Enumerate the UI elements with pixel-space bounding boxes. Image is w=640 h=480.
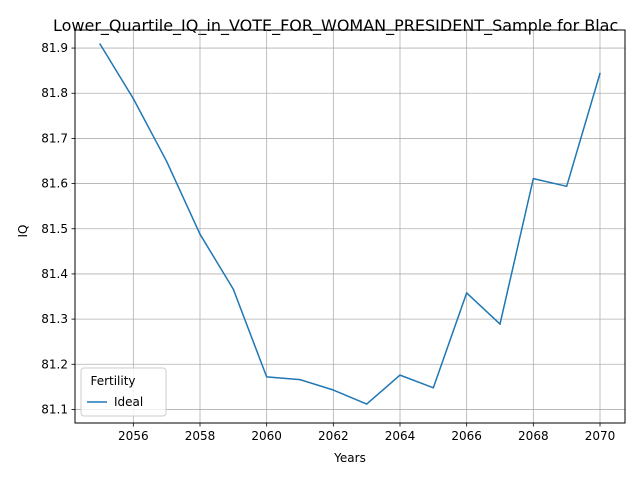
data-point [165,160,168,163]
data-point [265,376,268,378]
x-tick-label: 2056 [118,429,149,443]
data-point [599,72,601,75]
y-tick-label: 81.9 [41,41,68,55]
data-point [432,387,435,389]
legend: Fertility Ideal [80,367,167,417]
x-tick-label: 2060 [251,429,282,443]
x-tick-label: 2066 [451,429,482,443]
data-point [465,292,468,294]
y-tick-label: 81.3 [41,312,68,326]
data-point [99,43,101,45]
data-point [199,233,201,235]
x-tick-label: 2062 [318,429,349,443]
data-point [299,378,301,381]
series-line-ideal [99,43,601,405]
y-axis-label: IQ [16,225,30,238]
grid [75,30,625,423]
y-tick-label: 81.5 [41,222,68,236]
y-tick-label: 81.8 [41,86,68,100]
y-tick-label: 81.1 [41,402,68,416]
legend-title: Fertility [90,374,135,388]
series-layer [99,43,601,405]
x-axis-ticks: 2056 2058 2060 2062 2064 2066 2068 2070 [118,423,615,443]
x-axis-label: Years [333,451,366,465]
data-point [365,403,368,405]
y-tick-label: 81.2 [41,357,68,371]
y-tick-label: 81.6 [41,177,68,191]
legend-box [80,367,167,417]
plot-frame [74,29,626,424]
legend-label-ideal: Ideal [114,395,143,409]
data-point [499,323,501,325]
x-tick-label: 2064 [385,429,416,443]
data-point [332,389,335,391]
x-tick-label: 2070 [585,429,616,443]
y-axis-ticks: 81.1 81.2 81.3 81.4 81.5 81.6 81.7 81.8 81.9 [41,41,75,416]
chart-title: Lower_Quartile_IQ_in_VOTE_FOR_WOMAN_PRES… [53,16,618,36]
y-tick-label: 81.7 [41,131,68,145]
y-tick-label: 81.4 [41,267,68,281]
x-tick-label: 2058 [185,429,216,443]
data-point [399,374,401,376]
data-point [232,288,235,291]
data-point [132,97,135,100]
data-point [532,177,535,180]
x-tick-label: 2068 [518,429,549,443]
data-point [565,185,568,188]
